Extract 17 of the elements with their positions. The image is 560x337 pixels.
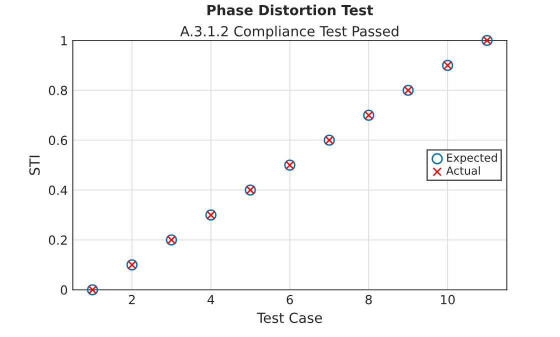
x-axis-title: Test Case	[256, 312, 322, 324]
x-tick-label: 10	[441, 294, 455, 304]
legend-label: Actual	[446, 166, 480, 175]
x-tick-label: 8	[366, 294, 372, 304]
y-tick-label: 1	[61, 36, 67, 46]
y-tick-label: 0	[60, 285, 68, 295]
x-tick-label: 4	[208, 295, 214, 304]
legend-label: Expected	[447, 153, 497, 164]
y-tick-label: 0.4	[48, 186, 68, 195]
y-tick-label: 0.2	[48, 235, 67, 245]
y-tick-label: 0.6	[48, 136, 68, 146]
x-tick-label: 6	[286, 294, 293, 304]
chart-title: Phase Distortion Test	[207, 4, 374, 16]
x-tick-label: 2	[128, 294, 135, 304]
chart-subtitle: A.3.1.2 Compliance Test Passed	[180, 26, 398, 40]
y-axis-title: STI	[29, 156, 40, 175]
y-tick-label: 0.8	[48, 86, 68, 96]
